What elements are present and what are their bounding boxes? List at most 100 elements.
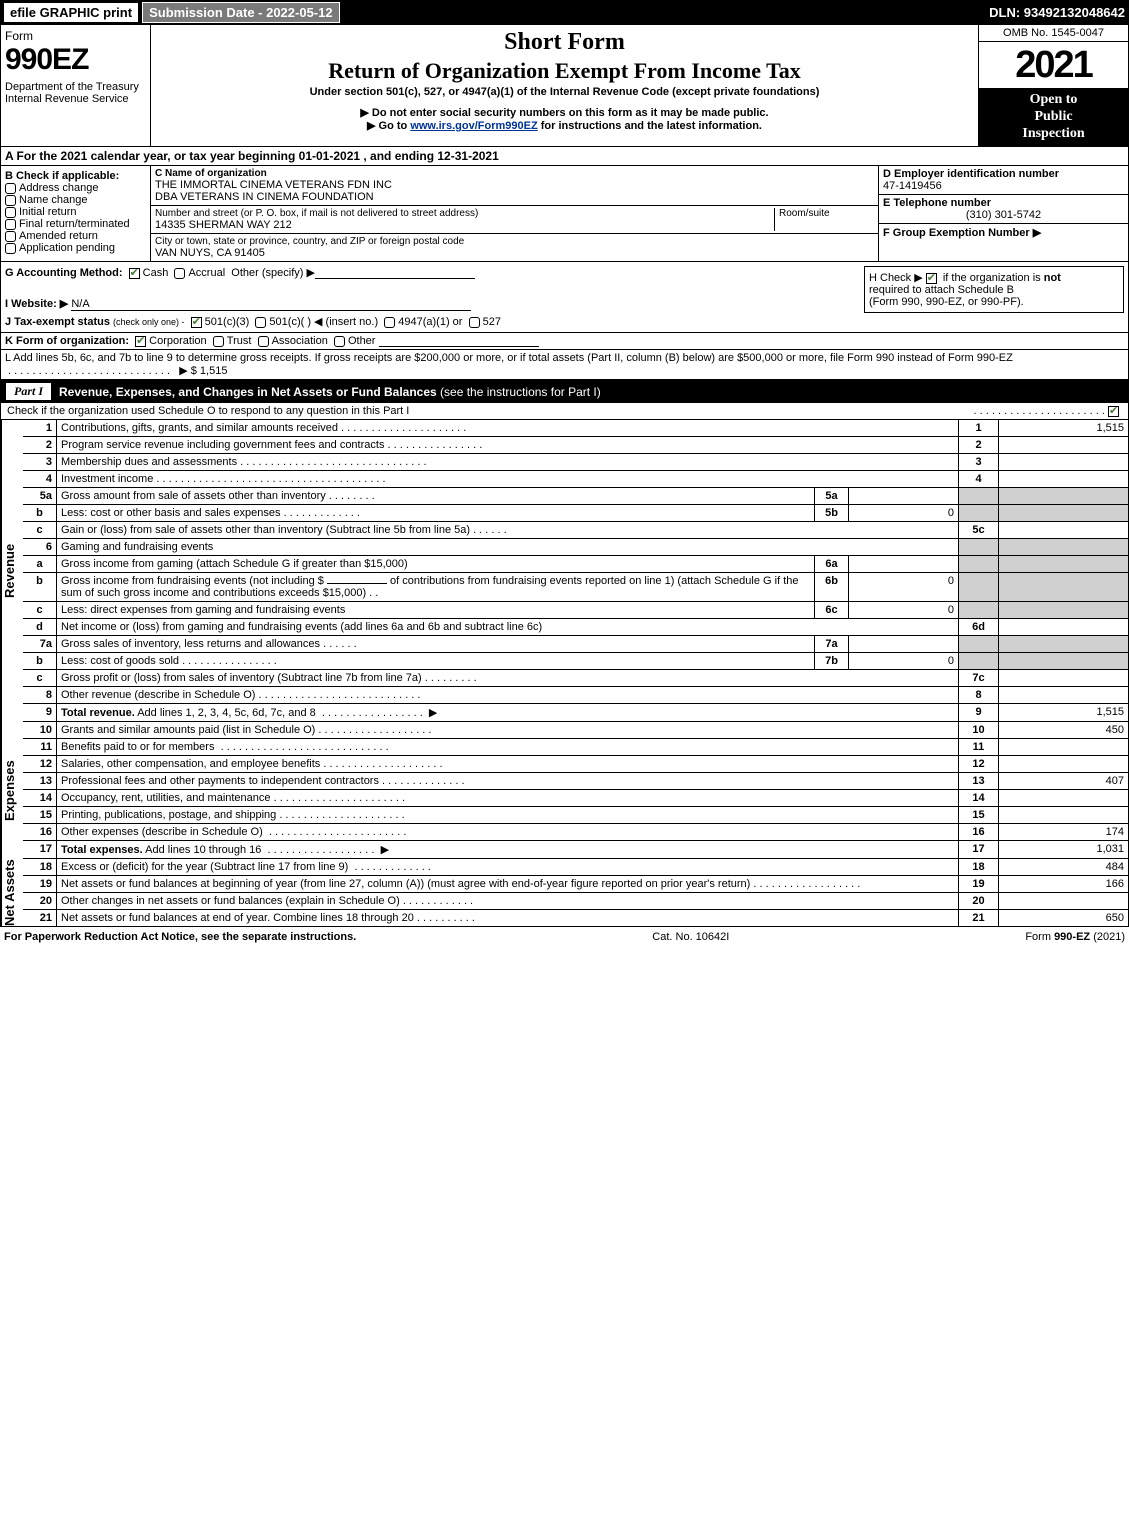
tax-year: 2021	[979, 42, 1128, 88]
chk-final-return[interactable]	[5, 219, 16, 230]
chk-name-change[interactable]	[5, 195, 16, 206]
chk-501c[interactable]	[255, 317, 266, 328]
omb-number: OMB No. 1545-0047	[979, 25, 1128, 42]
c-header: C Name of organization	[155, 168, 267, 179]
j-label: J Tax-exempt status	[5, 316, 110, 328]
line-5a-text: Gross amount from sale of assets other t…	[61, 490, 326, 502]
chk-schedule-o-part1[interactable]	[1108, 406, 1119, 417]
part-1-title: Revenue, Expenses, and Changes in Net As…	[59, 385, 437, 399]
irs-link[interactable]: www.irs.gov/Form990EZ	[410, 120, 537, 132]
chk-amended-return[interactable]	[5, 231, 16, 242]
l-amount: ▶ $ 1,515	[179, 365, 227, 377]
line-18-amount: 484	[998, 859, 1128, 875]
line-2-text: Program service revenue including govern…	[61, 439, 384, 451]
efile-graphic-print[interactable]: efile GRAPHIC print	[4, 3, 138, 22]
chk-application-pending[interactable]	[5, 243, 16, 254]
addr-header: Number and street (or P. O. box, if mail…	[155, 208, 478, 219]
header-right: OMB No. 1545-0047 2021 Open to Public In…	[978, 25, 1128, 146]
f-group-exemption: F Group Exemption Number ▶	[883, 227, 1041, 239]
footer-cat-no: Cat. No. 10642I	[652, 931, 729, 943]
chk-accrual[interactable]	[174, 268, 185, 279]
line-10-text: Grants and similar amounts paid (list in…	[61, 724, 315, 736]
line-7b-text: Less: cost of goods sold	[61, 655, 179, 667]
section-c: C Name of organization THE IMMORTAL CINE…	[151, 166, 878, 261]
open-to-public: Open to Public Inspection	[979, 88, 1128, 146]
under-section: Under section 501(c), 527, or 4947(a)(1)…	[155, 86, 974, 98]
section-j: J Tax-exempt status (check only one) - 5…	[5, 315, 1124, 328]
chk-trust[interactable]	[213, 336, 224, 347]
b-title: B Check if applicable:	[5, 170, 119, 182]
footer-left: For Paperwork Reduction Act Notice, see …	[4, 931, 356, 943]
part-1-sub: Check if the organization used Schedule …	[0, 403, 1129, 420]
i-label: I Website: ▶	[5, 298, 68, 310]
goto-line: ▶ Go to www.irs.gov/Form990EZ for instru…	[155, 119, 974, 132]
page-footer: For Paperwork Reduction Act Notice, see …	[0, 927, 1129, 947]
line-16-text: Other expenses (describe in Schedule O)	[61, 826, 263, 838]
website-value: N/A	[71, 298, 471, 311]
chk-501c3[interactable]	[191, 317, 202, 328]
part-1-header: Part I Revenue, Expenses, and Changes in…	[0, 380, 1129, 403]
net-assets-block: Net Assets 18Excess or (deficit) for the…	[0, 859, 1129, 927]
line-11-text: Benefits paid to or for members	[61, 741, 214, 753]
chk-cash[interactable]	[129, 268, 140, 279]
line-15-text: Printing, publications, postage, and shi…	[61, 809, 276, 821]
header-left: Form 990EZ Department of the Treasury In…	[1, 25, 151, 146]
side-revenue: Revenue	[1, 420, 23, 722]
line-17-text: Add lines 10 through 16	[145, 844, 261, 856]
city-state-zip: VAN NUYS, CA 91405	[155, 247, 874, 259]
form-header: Form 990EZ Department of the Treasury In…	[0, 25, 1129, 147]
line-7b-amount: 0	[848, 653, 958, 669]
g-label: G Accounting Method:	[5, 267, 123, 279]
chk-h-schedule-b[interactable]	[926, 273, 937, 284]
line-13-text: Professional fees and other payments to …	[61, 775, 379, 787]
ein-value: 47-1419456	[883, 180, 942, 192]
section-def: D Employer identification number 47-1419…	[878, 166, 1128, 261]
irs: Internal Revenue Service	[5, 93, 146, 105]
section-l: L Add lines 5b, 6c, and 7b to line 9 to …	[0, 350, 1129, 380]
org-name-1: THE IMMORTAL CINEMA VETERANS FDN INC	[155, 179, 874, 191]
e-phone-header: E Telephone number	[883, 197, 991, 209]
line-17-bold: Total expenses.	[61, 844, 143, 856]
line-13-amount: 407	[998, 773, 1128, 789]
part-1-label: Part I	[6, 383, 51, 400]
line-7c-text: Gross profit or (loss) from sales of inv…	[61, 672, 422, 684]
line-6-text: Gaming and fundraising events	[61, 541, 213, 553]
k-label: K Form of organization:	[5, 335, 129, 347]
line-19-text: Net assets or fund balances at beginning…	[61, 878, 750, 890]
line-16-amount: 174	[998, 824, 1128, 840]
line-9-bold: Total revenue.	[61, 707, 135, 719]
return-title: Return of Organization Exempt From Incom…	[155, 58, 974, 84]
line-5c-text: Gain or (loss) from sale of assets other…	[61, 524, 470, 536]
section-b: B Check if applicable: Address change Na…	[1, 166, 151, 261]
line-6d-text: Net income or (loss) from gaming and fun…	[61, 621, 542, 633]
chk-association[interactable]	[258, 336, 269, 347]
street-address: 14335 SHERMAN WAY 212	[155, 219, 774, 231]
submission-date: Submission Date - 2022-05-12	[142, 2, 340, 23]
other-specify-line	[315, 267, 475, 279]
line-21-text: Net assets or fund balances at end of ye…	[61, 912, 414, 924]
line-6c-text: Less: direct expenses from gaming and fu…	[61, 604, 345, 616]
chk-4947[interactable]	[384, 317, 395, 328]
line-19-amount: 166	[998, 876, 1128, 892]
line-21-amount: 650	[998, 910, 1128, 926]
side-expenses: Expenses	[1, 722, 23, 859]
info-grid: B Check if applicable: Address change Na…	[0, 166, 1129, 262]
line-4-text: Investment income	[61, 473, 153, 485]
line-1-amount: 1,515	[998, 420, 1128, 436]
chk-initial-return[interactable]	[5, 207, 16, 218]
dept-treasury: Department of the Treasury	[5, 81, 146, 93]
d-ein-header: D Employer identification number	[883, 168, 1059, 180]
line-6c-amount: 0	[848, 602, 958, 618]
chk-corporation[interactable]	[135, 336, 146, 347]
other-org-line	[379, 335, 539, 347]
line-6b-amount: 0	[848, 573, 958, 601]
chk-address-change[interactable]	[5, 183, 16, 194]
chk-other-org[interactable]	[334, 336, 345, 347]
line-6b-text1: Gross income from fundraising events (no…	[61, 575, 324, 587]
line-20-text: Other changes in net assets or fund bala…	[61, 895, 400, 907]
section-k: K Form of organization: Corporation Trus…	[0, 333, 1129, 350]
top-bar: efile GRAPHIC print Submission Date - 20…	[0, 0, 1129, 25]
dln: DLN: 93492132048642	[989, 5, 1125, 20]
chk-527[interactable]	[469, 317, 480, 328]
part-1-sub-text: Check if the organization used Schedule …	[7, 405, 409, 417]
